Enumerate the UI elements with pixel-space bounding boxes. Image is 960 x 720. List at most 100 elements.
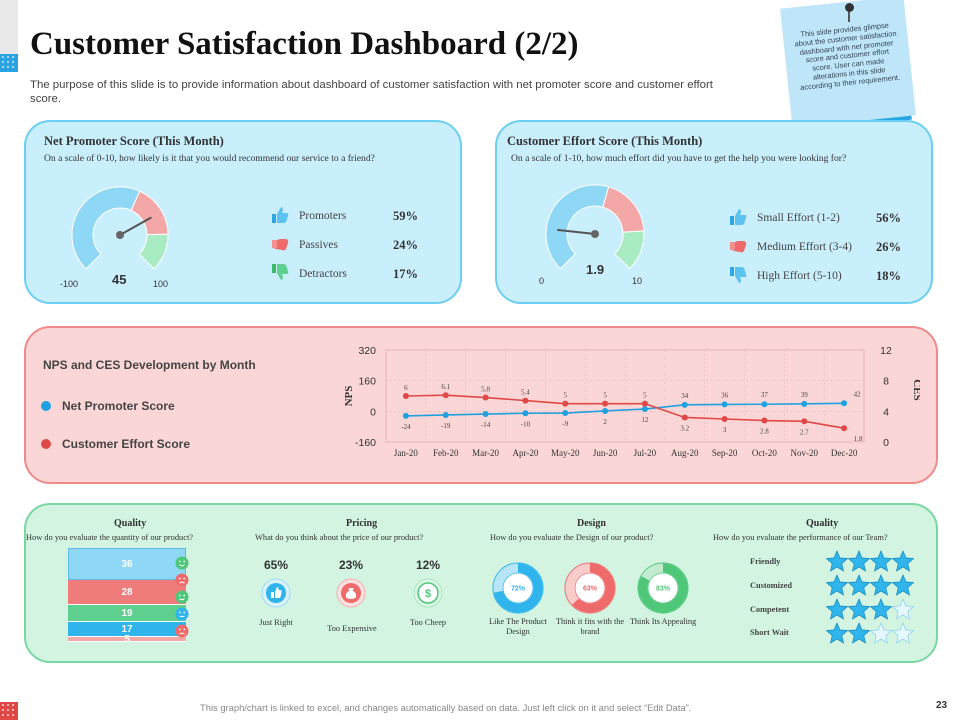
design-donut-like: 72% — [492, 562, 544, 614]
pin-needle — [848, 10, 850, 22]
series-point — [681, 414, 688, 421]
ces-title: Customer Effort Score (This Month) — [507, 134, 703, 148]
star-empty-icon — [891, 597, 915, 620]
data-label: 42 — [854, 390, 862, 398]
stack-segment: 19 — [68, 605, 186, 622]
star-filled-icon — [847, 550, 871, 572]
series-point — [641, 406, 648, 413]
design-donut-appealing: 83% — [637, 562, 689, 614]
x-tick-label: Nov-20 — [791, 448, 819, 458]
series-point — [602, 400, 609, 407]
series-point — [522, 397, 529, 404]
star-filled-icon — [891, 573, 915, 596]
x-tick-label: Jul-20 — [634, 448, 657, 458]
series-point — [841, 400, 848, 407]
donut-fill — [493, 563, 543, 613]
nps-legend-value-passives: 24% — [393, 238, 418, 252]
series-point — [641, 400, 648, 407]
dollar-coin-icon: $ — [413, 578, 443, 608]
pricing-pct-too-cheap: 12% — [415, 558, 441, 572]
y-tick-label: 320 — [358, 345, 376, 357]
gauge-hub — [591, 230, 599, 238]
series-point — [721, 401, 728, 408]
data-label: -24 — [401, 423, 411, 431]
star-filled-icon — [826, 573, 849, 596]
star-filled-icon — [847, 621, 871, 644]
series-point — [442, 411, 449, 418]
data-label: 3 — [723, 426, 727, 434]
quality-product-title: Quality — [114, 518, 147, 529]
ces-gauge-value: 1.9 — [586, 262, 605, 277]
nps-gauge-value: 45 — [112, 272, 127, 287]
data-label: 36 — [721, 391, 729, 399]
page-title: Customer Satisfaction Dashboard (2/2) — [30, 26, 579, 62]
y2-tick-label: 0 — [883, 437, 889, 449]
gauge-needle — [119, 216, 152, 236]
pricing-label-too-cheap: Too Cheep — [409, 618, 447, 627]
x-tick-label: Mar-20 — [472, 448, 499, 458]
ces-legend-label-medium: Medium Effort (3-4) — [757, 241, 852, 253]
x-tick-label: Feb-20 — [433, 448, 459, 458]
design-label-appealing: Think Its Appealing — [629, 617, 697, 626]
data-label: 5 — [643, 392, 647, 400]
nps-question: On a scale of 0-10, how likely is it tha… — [44, 153, 375, 164]
star-empty-icon — [891, 621, 915, 644]
nps-legend-label-detractors: Detractors — [299, 268, 347, 280]
sad-face-icon — [175, 573, 189, 587]
gauge-segment-promoters — [71, 186, 141, 270]
ces-gauge — [545, 184, 645, 270]
data-label: -19 — [441, 422, 451, 430]
dotted-pattern-bottom — [0, 702, 18, 720]
donut-hole — [647, 572, 679, 604]
ces-gauge-max: 10 — [632, 276, 643, 286]
x-tick-label: Sep-20 — [712, 448, 738, 458]
ces-legend-label-high: High Effort (5-10) — [757, 270, 842, 282]
quality-team-question: How do you evaluate the performance of o… — [713, 533, 888, 542]
thumbs-side-icon — [272, 239, 289, 251]
nps-legend-label-promoters: Promoters — [299, 210, 347, 222]
nps-gauge-min: -100 — [60, 279, 79, 289]
donut-hole — [502, 572, 534, 604]
quality-team-title: Quality — [806, 518, 839, 529]
thumbs-up-icon — [730, 209, 747, 225]
data-label: 2.7 — [800, 428, 809, 436]
happy-face-icon — [175, 590, 189, 604]
data-label: 2.8 — [760, 428, 769, 436]
very-happy-face-icon — [175, 556, 189, 570]
ces-legend-value-medium: 26% — [876, 240, 901, 254]
legend-dot-nps — [41, 401, 51, 411]
y2-axis-label: CES — [911, 379, 920, 400]
ces-legend-value-small: 56% — [876, 211, 901, 225]
series-point — [522, 410, 529, 417]
team-label-customized: Customized — [750, 581, 792, 590]
data-label: 39 — [801, 391, 809, 399]
x-tick-label: Aug-20 — [671, 448, 699, 458]
star-filled-icon — [826, 621, 849, 644]
pricing-question: What do you think about the price of our… — [255, 533, 424, 542]
series-point — [801, 400, 808, 407]
nps-title: Net Promoter Score (This Month) — [44, 134, 224, 148]
y2-tick-label: 12 — [880, 345, 892, 357]
x-tick-label: Dec-20 — [831, 448, 858, 458]
x-tick-label: May-20 — [551, 448, 580, 458]
development-panel — [24, 326, 938, 484]
y-tick-label: 0 — [370, 406, 376, 418]
data-label: 5.8 — [481, 386, 490, 394]
donut-fill — [572, 563, 615, 613]
star-filled-icon — [847, 597, 871, 620]
stack-segment: 5 — [68, 635, 186, 645]
gauge-hub — [116, 231, 124, 239]
pricing-label-too-expensive: Too Expensive — [327, 624, 377, 633]
nps-legend-value-detractors: 17% — [393, 267, 418, 281]
ces-legend-value-high: 18% — [876, 269, 901, 283]
x-tick-label: Oct-20 — [752, 448, 777, 458]
stack-segment: 17 — [68, 622, 186, 637]
y2-tick-label: 8 — [883, 376, 889, 388]
quality-stacked-bar: 36 28 19 17 5 — [68, 548, 186, 645]
y-tick-label: 160 — [358, 376, 376, 388]
pricing-title: Pricing — [346, 518, 378, 529]
star-filled-icon — [847, 573, 871, 596]
donut-label: 83% — [656, 586, 671, 593]
x-tick-label: Jan-20 — [394, 448, 418, 458]
nps-gauge — [71, 186, 169, 270]
